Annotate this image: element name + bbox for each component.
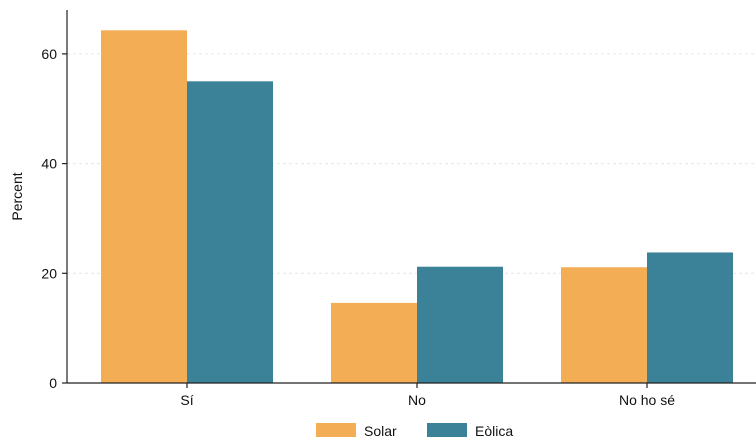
- y-axis-title: Percent: [9, 172, 25, 220]
- legend-label: Solar: [364, 423, 397, 438]
- x-ticks: Sí No No ho sé: [180, 383, 675, 408]
- bar-solar-1: [331, 302, 417, 383]
- bar-eòlica-1: [417, 266, 503, 383]
- bar-solar-0: [101, 30, 187, 383]
- bars: [101, 30, 733, 383]
- legend: Solar Eòlica: [316, 423, 513, 438]
- bar-solar-2: [561, 267, 647, 383]
- legend-swatch-solar: [316, 423, 356, 437]
- x-tick-label: No: [408, 392, 426, 408]
- x-tick-label: No ho sé: [619, 392, 675, 408]
- y-tick-label: 60: [41, 46, 57, 62]
- bar-eòlica-2: [647, 252, 733, 383]
- y-tick-label: 40: [41, 156, 57, 172]
- y-tick-label: 0: [49, 375, 57, 391]
- legend-swatch-eòlica: [427, 423, 467, 437]
- bar-eòlica-0: [187, 81, 273, 383]
- x-tick-label: Sí: [180, 392, 193, 408]
- legend-label: Eòlica: [475, 423, 513, 438]
- y-tick-label: 20: [41, 265, 57, 281]
- y-ticks: 0 20 40 60: [41, 46, 67, 391]
